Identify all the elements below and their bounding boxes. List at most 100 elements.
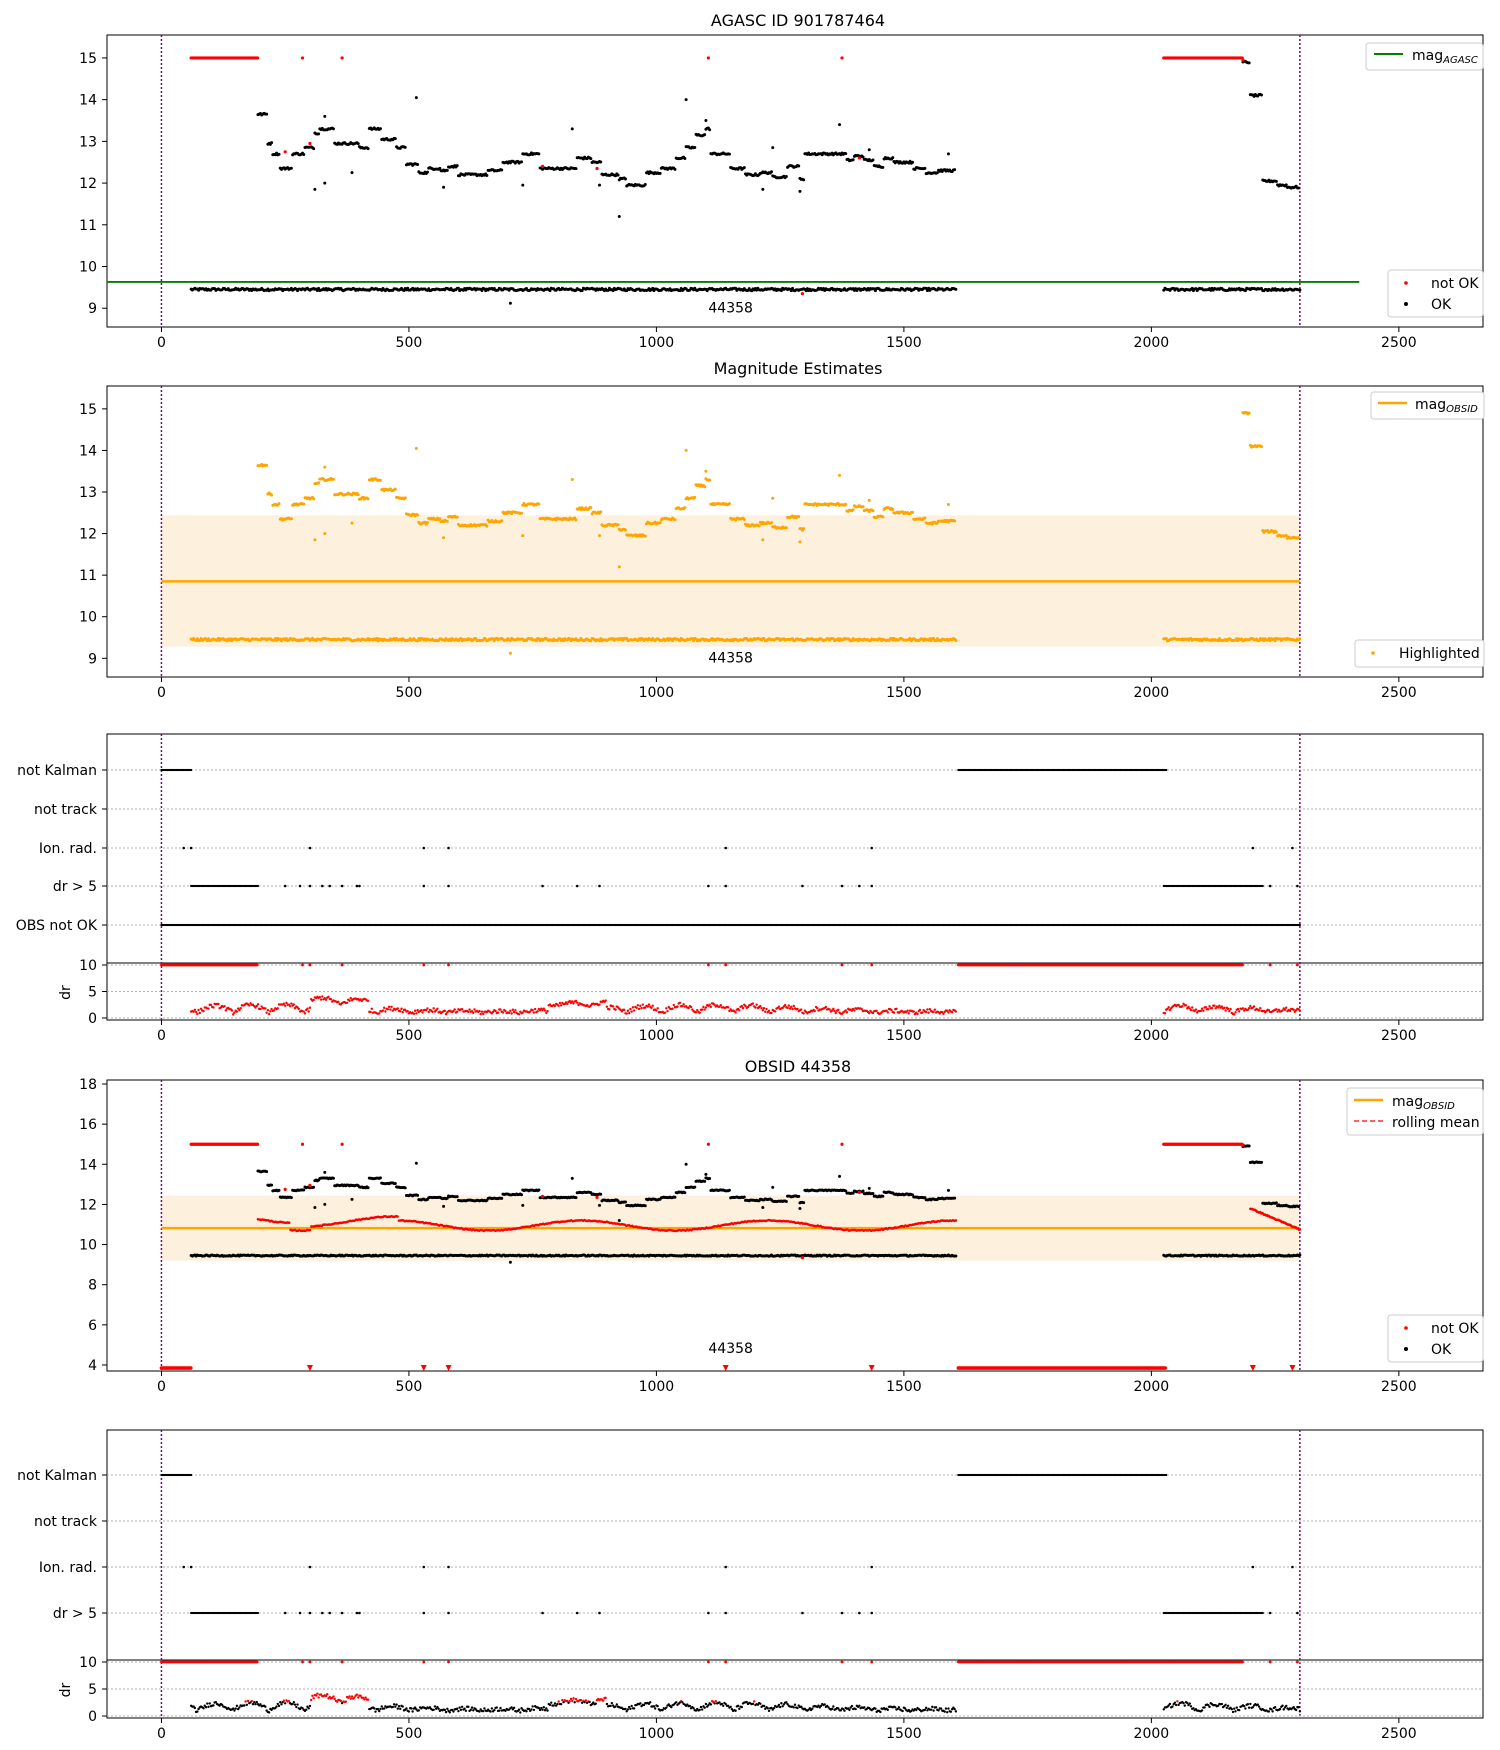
dr-point [468,1008,471,1011]
y-tick-label: 15 [79,51,97,67]
dr-point [427,1010,430,1014]
dr-point [349,997,352,1000]
dr-point [269,1010,272,1013]
dr-point [432,1007,435,1010]
ok-point-faint [375,636,379,640]
dr-point [479,1012,482,1016]
dr-point [478,1009,481,1013]
dr-point [636,1004,640,1007]
not-ok-point [800,292,805,296]
ok-point-outlier [761,187,765,191]
x-tick-label: 0 [157,335,166,351]
dr-point [387,1005,391,1009]
dr-point [630,1010,633,1013]
dr-point [655,1009,658,1012]
y-tick-label: 10 [79,610,97,626]
not-ok-point [340,56,344,60]
ok-point-outlier [414,96,418,100]
dr-point [494,1009,497,1013]
ok-point-bright [356,142,360,146]
ok-point-bright [599,160,603,164]
dr-point [598,1003,601,1006]
ok-point-outlier [684,98,688,102]
ok-point-bright [683,157,687,161]
dr-max-point [340,963,344,967]
ok-point-bright [425,170,429,174]
dr-point [665,1007,668,1010]
ok-point-bright [861,505,865,509]
dr-point [239,1007,242,1010]
dr-point [288,1005,292,1008]
flag-point [1268,884,1272,888]
ok-point-bright [911,160,915,164]
dr-point [256,1003,260,1006]
ok-point-bright [289,517,293,521]
ok-point-outlier [771,146,775,150]
ok-point-outlier [597,183,601,187]
y-tick-label: 9 [88,301,97,317]
dr-point [514,1009,517,1012]
flag-point [724,846,728,850]
ok-point-outlier [313,538,317,542]
flag-point [447,846,450,850]
dr-point [381,1009,385,1012]
ok-point-faint [1260,286,1264,290]
ok-point-bright [693,146,697,150]
ok-point-bright [599,510,603,514]
ok-point-outlier [521,183,525,187]
dr-point [625,1012,628,1015]
obsid-annotation: 44358 [708,650,753,666]
ok-point-outlier [442,536,446,540]
dr-max-point [422,963,426,967]
ok-point-bright [416,162,420,166]
dr-point [637,1007,641,1011]
dr-point [196,1012,199,1016]
ok-point-bright [1297,536,1301,540]
ok-point-faint [548,289,552,293]
ok-point-bright [757,524,761,528]
dr-point [209,1003,213,1007]
ok-point-bright [703,485,707,489]
ok-point-outlier [704,119,708,123]
ok-point-bright [797,515,801,519]
dr-point [608,1008,611,1011]
ok-point-bright [851,158,855,162]
ok-point-outlier [838,123,842,127]
ok-point-bright [881,515,885,519]
ok-point-bright [1260,445,1264,449]
y-tick-label: 14 [79,93,97,109]
ok-point-bright [1247,411,1251,415]
dr-point [431,1010,434,1014]
not-ok-point [540,164,545,168]
dr-point [531,1009,534,1012]
obsid-annotation: 44358 [708,300,753,316]
not-ok-point [595,166,599,171]
ok-point-bright [317,132,321,136]
dr-max-point [1268,963,1272,967]
ok-point-bright [312,497,316,501]
axes-frame [106,385,1484,678]
ok-point-outlier [570,127,574,131]
ok-point-bright [265,463,269,467]
ok-point-bright [911,510,915,514]
ok-point-bright [953,519,957,523]
ok-point-bright [658,521,662,525]
dr-point [193,1008,197,1011]
dr-point [501,1011,505,1014]
dr-point [327,995,330,999]
ok-point-bright [802,527,806,531]
ok-point-faint [580,288,584,292]
dr-point [510,1012,513,1015]
ok-point-bright [485,173,489,177]
ok-point-bright [289,166,293,170]
dr-point [678,1001,682,1005]
ok-point-bright [302,502,306,506]
dr-point [650,1006,653,1010]
ok-point-outlier [521,534,525,538]
flag-label: not track [34,802,98,818]
flag-point [598,884,601,888]
x-tick-label: 1000 [639,685,675,701]
flag-point [321,884,324,888]
dr-point [656,1007,659,1010]
dr-point [390,1005,393,1008]
